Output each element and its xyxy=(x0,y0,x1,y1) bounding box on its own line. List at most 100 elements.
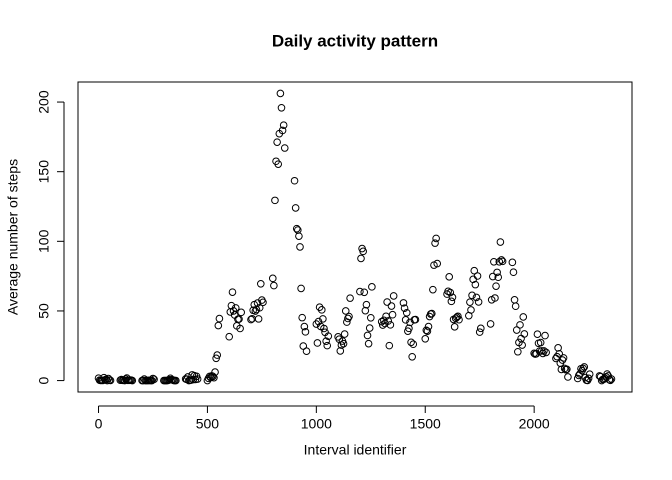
point xyxy=(474,298,483,306)
x-tick-label: 1000 xyxy=(301,416,332,432)
point xyxy=(210,373,218,382)
point xyxy=(495,257,504,266)
point xyxy=(345,312,353,321)
point xyxy=(212,354,220,363)
point xyxy=(491,294,499,302)
point xyxy=(290,176,299,185)
point xyxy=(509,268,518,277)
point xyxy=(407,338,415,347)
point xyxy=(295,232,303,240)
y-tick-label: 0 xyxy=(36,376,52,384)
point xyxy=(254,315,263,323)
point xyxy=(494,273,503,282)
point xyxy=(228,288,237,296)
point xyxy=(315,303,324,311)
point xyxy=(356,287,364,296)
point xyxy=(344,314,352,323)
point xyxy=(607,375,616,383)
point xyxy=(533,330,542,339)
point xyxy=(514,347,522,356)
point xyxy=(466,298,474,306)
point xyxy=(298,313,306,322)
chart-title: Daily activity pattern xyxy=(272,31,438,50)
point xyxy=(402,308,411,317)
point xyxy=(172,376,180,385)
point xyxy=(324,332,333,340)
point xyxy=(492,282,500,290)
point xyxy=(319,315,327,323)
point xyxy=(362,300,371,309)
point xyxy=(359,247,367,256)
point xyxy=(106,376,115,385)
point xyxy=(346,294,354,302)
point xyxy=(389,292,398,300)
y-tick-label: 100 xyxy=(36,229,52,253)
point xyxy=(300,322,309,331)
point xyxy=(360,288,369,297)
point xyxy=(433,259,442,268)
y-tick-label: 150 xyxy=(36,160,52,184)
point xyxy=(518,341,526,349)
point xyxy=(150,375,158,384)
y-tick-label: 50 xyxy=(36,303,52,319)
point xyxy=(388,310,397,319)
point xyxy=(209,372,217,381)
point xyxy=(557,365,566,374)
point xyxy=(508,258,517,267)
point xyxy=(384,317,393,325)
point xyxy=(448,293,457,302)
point xyxy=(322,337,330,345)
point xyxy=(225,332,234,341)
point xyxy=(606,376,615,385)
point xyxy=(386,321,395,329)
point xyxy=(519,313,528,321)
point xyxy=(366,313,375,322)
point xyxy=(271,196,279,205)
point xyxy=(488,272,497,281)
point xyxy=(421,335,430,343)
point xyxy=(340,330,349,338)
y-tick-label: 200 xyxy=(36,90,52,114)
point xyxy=(214,321,223,330)
point xyxy=(211,368,219,376)
point xyxy=(270,281,278,290)
point xyxy=(341,307,350,315)
point xyxy=(297,284,305,293)
point xyxy=(337,341,346,349)
point xyxy=(471,280,480,289)
point xyxy=(564,373,572,381)
point xyxy=(476,324,485,333)
point xyxy=(408,352,416,361)
point xyxy=(399,299,408,307)
point xyxy=(486,320,495,328)
point xyxy=(555,350,564,358)
x-tick-label: 2000 xyxy=(519,416,550,432)
point xyxy=(357,254,365,263)
point xyxy=(542,348,550,357)
point xyxy=(320,324,328,333)
point xyxy=(277,103,286,112)
point xyxy=(423,327,432,335)
point xyxy=(468,291,476,300)
x-tick-label: 500 xyxy=(196,416,220,432)
point xyxy=(296,243,304,251)
point xyxy=(231,304,240,312)
point xyxy=(580,363,589,371)
point xyxy=(520,330,529,338)
point xyxy=(256,279,265,288)
point xyxy=(445,273,454,281)
point xyxy=(387,302,396,310)
point xyxy=(411,315,420,324)
point xyxy=(314,317,323,326)
point xyxy=(383,298,391,306)
point xyxy=(493,268,501,277)
point xyxy=(380,316,388,325)
point xyxy=(237,308,245,317)
point xyxy=(279,121,288,129)
point xyxy=(365,324,374,332)
point xyxy=(301,328,310,336)
point xyxy=(363,331,372,340)
point xyxy=(450,323,459,331)
point xyxy=(213,351,222,359)
